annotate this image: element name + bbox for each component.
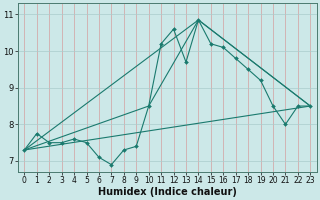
X-axis label: Humidex (Indice chaleur): Humidex (Indice chaleur) <box>98 187 237 197</box>
